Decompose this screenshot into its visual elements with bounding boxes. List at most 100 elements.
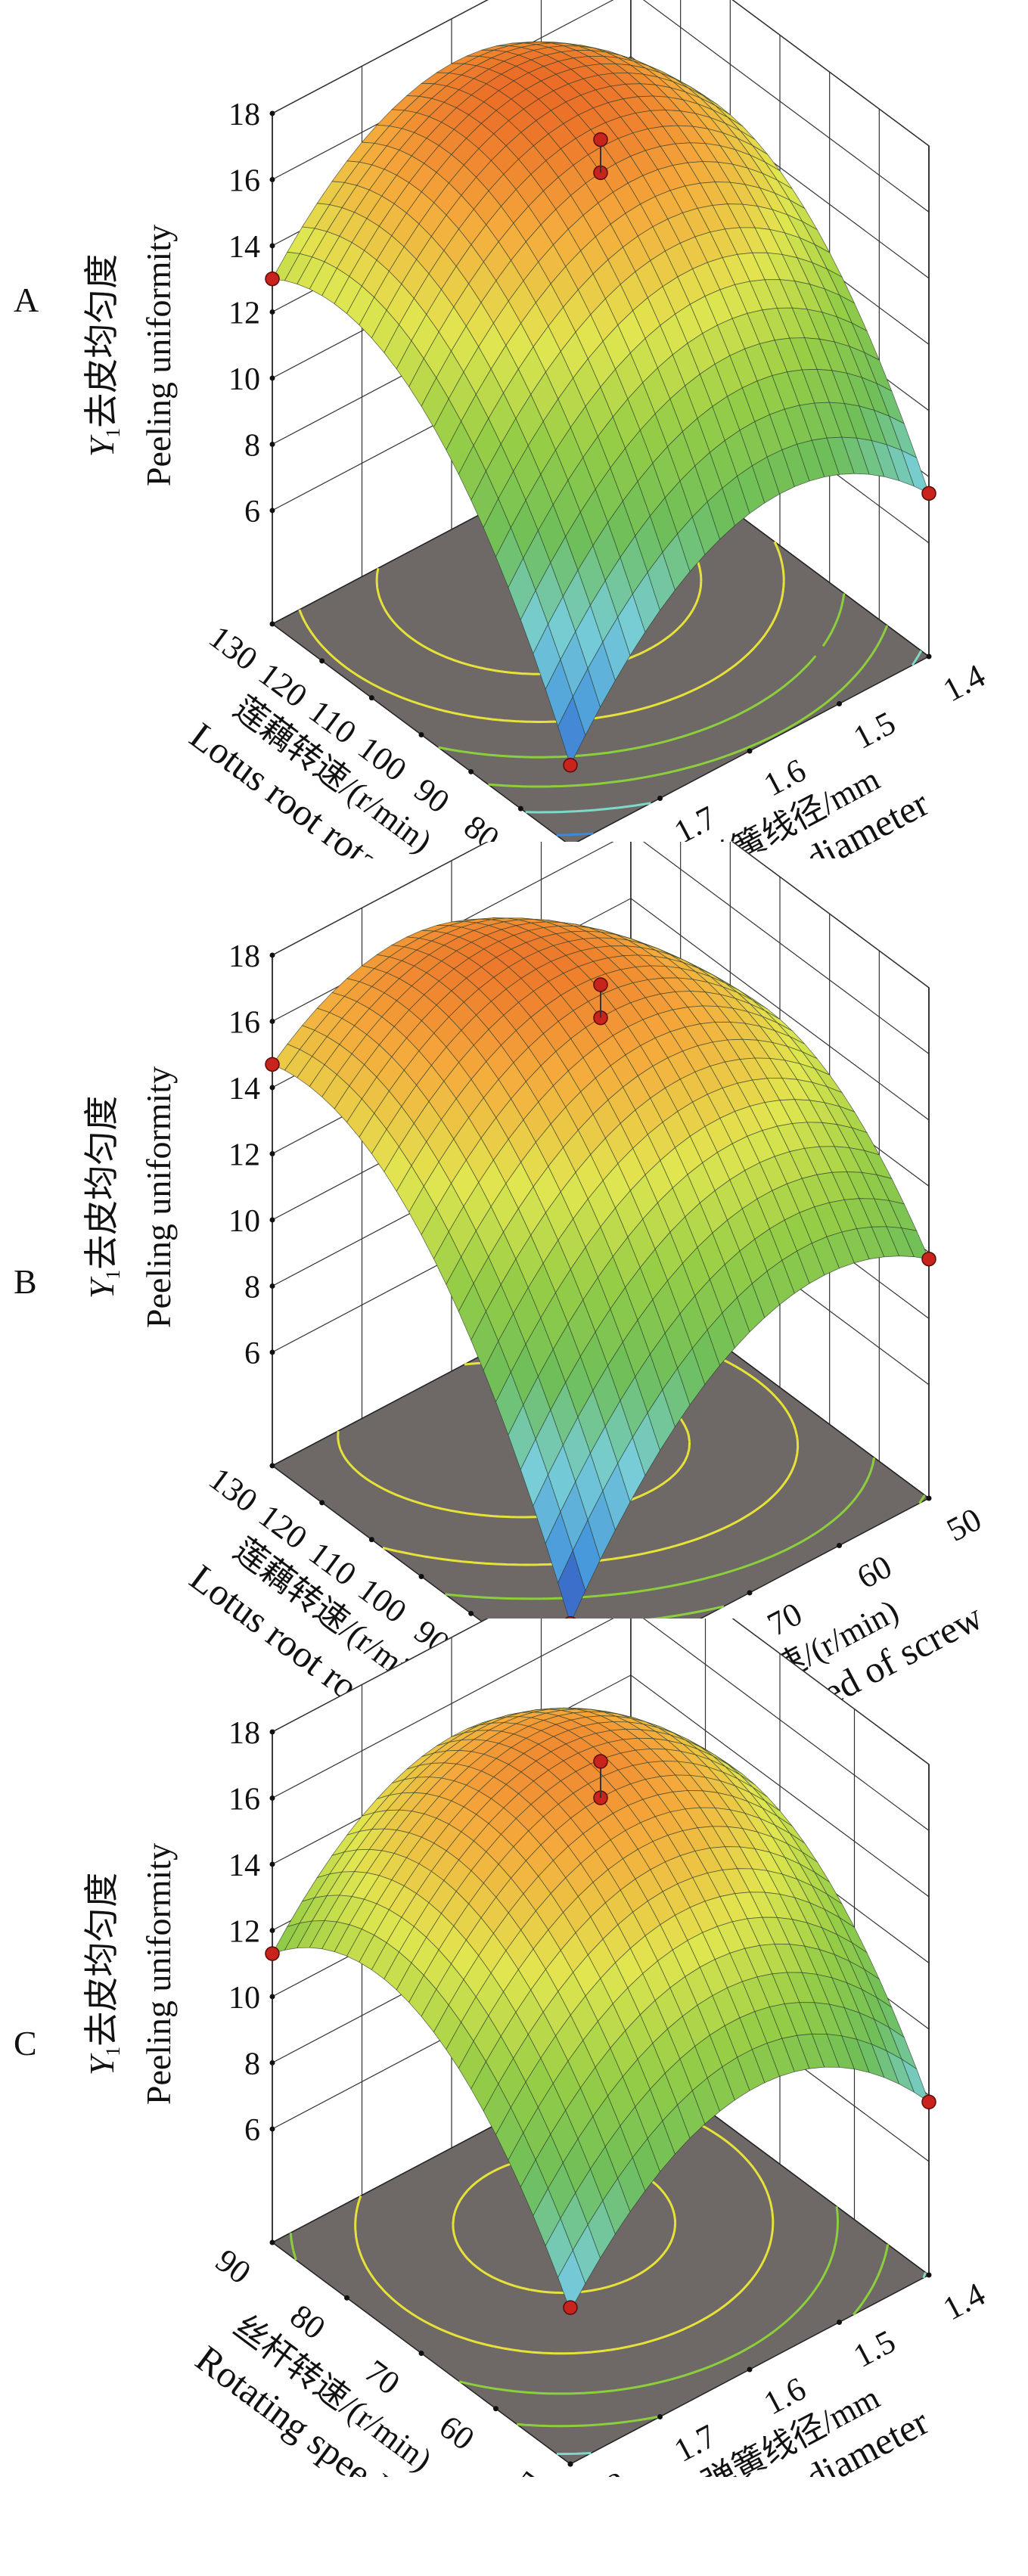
x-tick-mark [368,695,374,701]
y-tick-mark [747,1590,753,1596]
y-tick-label: 50 [941,1501,988,1549]
z-tick-label: 10 [228,1204,260,1239]
design-point [593,977,608,992]
y-tick-label: 1.8 [579,2464,633,2477]
y-tick-mark [837,2320,842,2325]
x-tick-mark [344,2295,349,2301]
y-tick-label: 1.5 [847,2323,902,2375]
z-tick-mark [269,243,275,249]
contour-line [517,2244,890,2428]
z-tick-label: 8 [244,428,260,463]
z-tick-label: 8 [244,2047,260,2081]
y-tick-label: 1.5 [847,704,902,756]
design-point [593,132,608,147]
wall-gridline [272,0,930,147]
z-tick-label: 10 [228,1981,260,2016]
z-tick-mark [269,375,275,381]
wall-gridline [272,1619,930,1831]
x-tick-mark [418,1574,424,1579]
z-tick-mark [269,176,275,182]
z-tick-mark [269,309,275,315]
y-tick-mark [926,2272,932,2278]
panel-label: A [14,281,39,319]
response-surface [272,1707,930,2312]
contour-line [556,2272,927,2456]
y-tick-mark [657,2414,663,2419]
contour-line [525,650,923,814]
chart-panel-c: 6 8 10 12 14 16 18 Y1去皮均匀度 Peeling uniformity 90 8… [0,1619,1028,2477]
z-tick-mark [269,441,275,447]
x-tick-mark [319,658,325,664]
contour-line [438,593,846,759]
z-tick-label: 16 [228,1782,260,1817]
z-tick-mark [269,952,275,958]
z-tick-mark [269,1085,275,1091]
x-tick-mark [468,768,474,774]
z-tick-mark [269,1861,275,1867]
y-tick-mark [747,2367,753,2373]
z-tick-mark [269,507,275,514]
x-tick-mark [269,1463,275,1469]
x-tick-label: 90 [209,2242,258,2292]
z-tick-mark [269,1729,275,1735]
panel-label: B [14,1262,37,1301]
design-point [563,757,578,773]
z-tick-label: 18 [228,1716,260,1751]
z-tick-mark [269,1795,275,1801]
design-point [593,1754,608,1769]
contour-lines [289,2056,927,2456]
z-tick-label: 16 [228,1005,260,1040]
z-tick-label: 14 [228,230,260,265]
x-tick-label: 50 [507,2463,556,2477]
x-tick-mark [269,621,275,627]
wall-gridline [272,842,930,989]
z-axis-title-cn: Y1去皮均匀度 [82,254,124,458]
y-tick-mark [837,1543,842,1548]
z-tick-mark [269,1150,275,1156]
design-point [563,2300,578,2315]
z-tick-label: 18 [228,98,260,132]
x-tick-mark [368,1537,374,1543]
z-tick-mark [269,2126,275,2132]
z-tick-label: 6 [244,2113,260,2148]
x-tick-label: 130 [202,1460,264,1519]
response-surface [272,41,930,766]
surface-plot-b: 6 8 10 12 14 16 18 Y1去皮均匀度 Peeling uniformity 130… [82,842,989,1700]
contour-line [289,2056,839,2395]
y-tick-mark [567,2461,573,2467]
z-tick-label: 8 [244,1270,260,1305]
x-tick-mark [517,805,523,812]
z-tick-label: 6 [244,495,260,529]
y-tick-label: 1.4 [937,656,992,709]
surface-plot-a: 6 8 10 12 14 16 18 Y1去皮均匀度 Peeling uniformity 130… [82,0,992,858]
x-tick-mark [493,2406,498,2412]
wall-gridline [272,1619,930,1765]
x-tick-mark [418,732,424,737]
surface-cell [557,1550,586,1625]
design-point [265,1057,280,1072]
surface-cell [557,696,586,766]
x-tick-mark [319,1500,325,1506]
design-point [265,271,280,287]
y-tick-mark [747,748,753,754]
contour-line [488,625,889,788]
z-tick-mark [269,1994,275,2000]
panel-label: C [14,2024,37,2062]
design-point [921,1251,936,1267]
z-tick-mark [269,1349,275,1355]
z-tick-label: 6 [244,1336,260,1371]
z-tick-label: 18 [228,939,260,974]
z-axis-title-en: Peeling uniformity [139,1843,178,2105]
z-tick-label: 16 [228,163,260,198]
y-tick-mark [837,701,842,706]
surface-cell [557,2249,586,2312]
x-tick-mark [418,2351,424,2356]
z-tick-label: 12 [228,1914,260,1949]
z-axis-title-en: Peeling uniformity [139,1066,178,1328]
z-tick-mark [269,1927,275,1933]
chart-panel-b: 6 8 10 12 14 16 18 Y1去皮均匀度 Peeling uniformity 130… [0,842,1028,1700]
z-axis-title-cn: Y1去皮均匀度 [82,1873,124,2076]
x-tick-label: 60 [433,2408,482,2458]
y-tick-label: 1.4 [937,2275,992,2327]
